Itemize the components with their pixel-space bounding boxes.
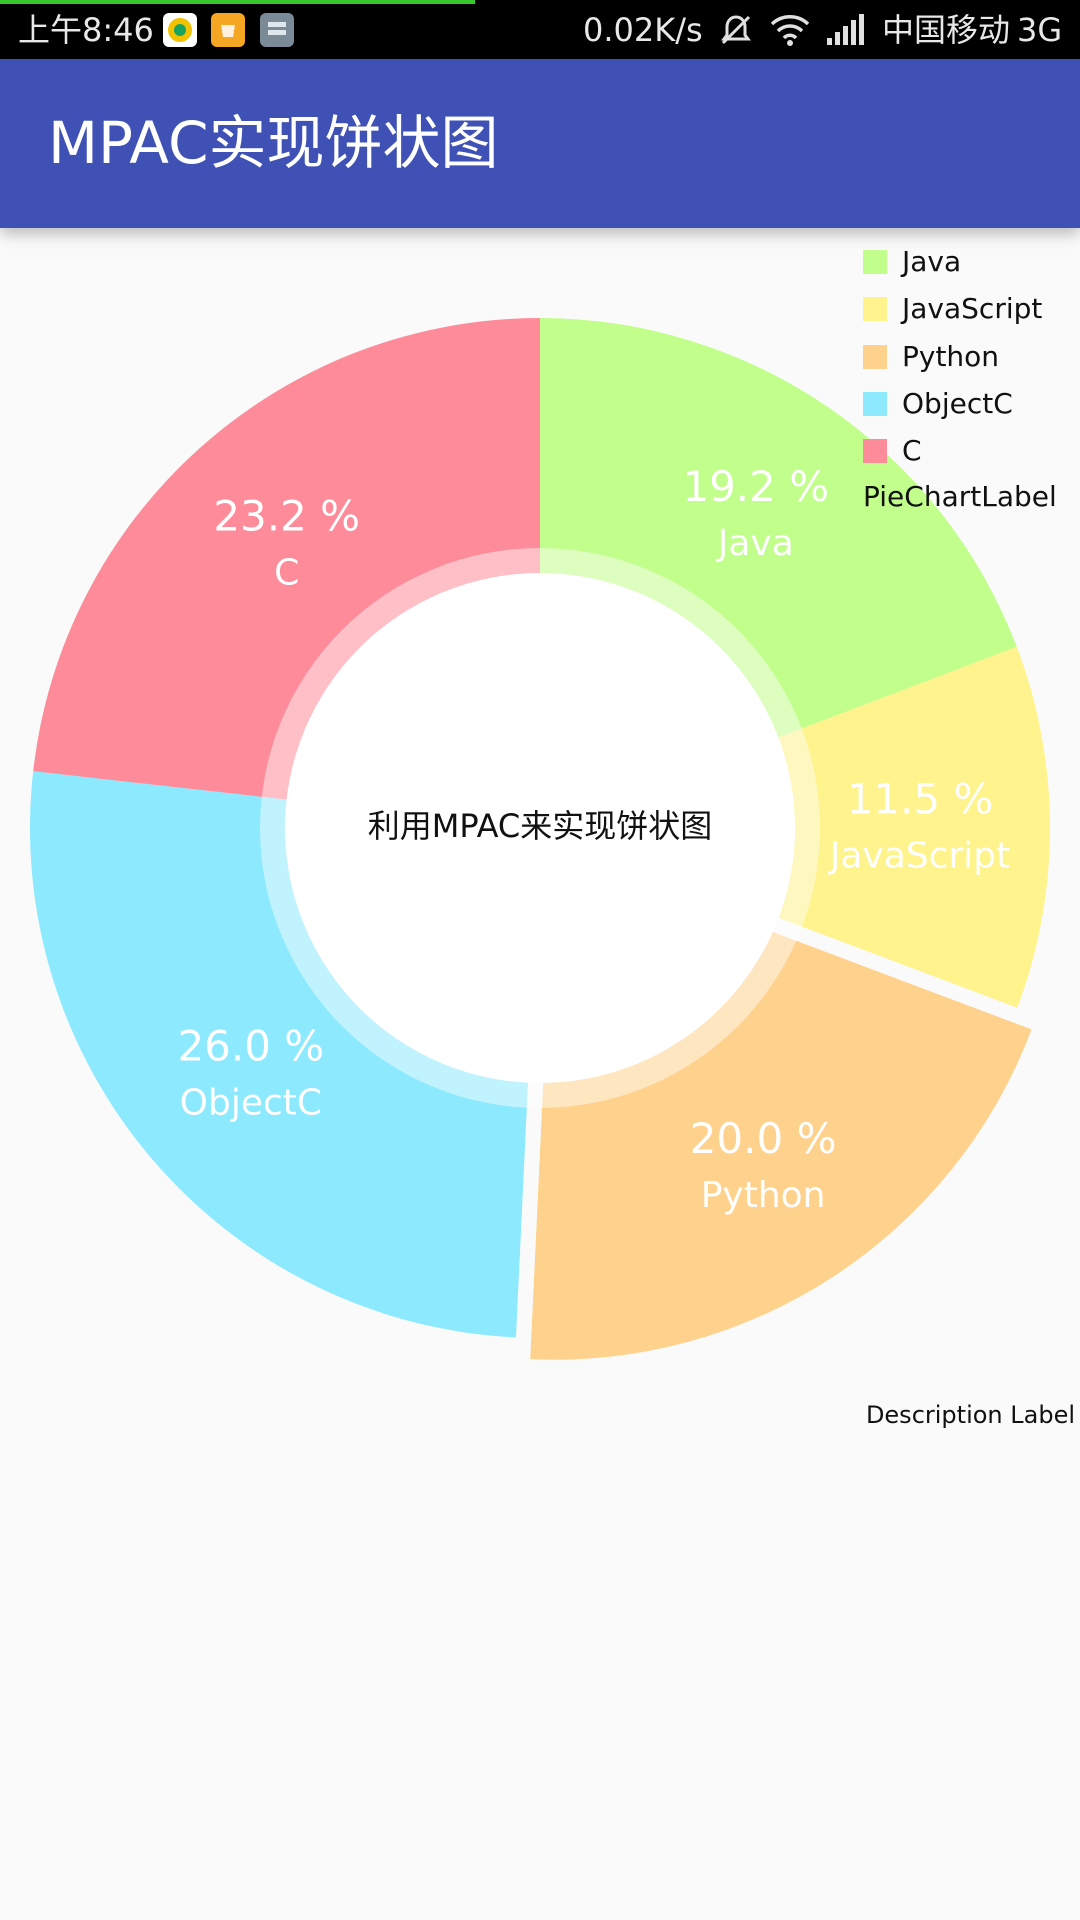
shopping-app-icon xyxy=(211,13,245,47)
slice-category-label-javascript: JavaScript xyxy=(828,835,1010,876)
app-bar: MPAC实现饼状图 xyxy=(0,59,1080,228)
load-progress-bar xyxy=(0,0,475,4)
slice-value-label-c: 23.2 % xyxy=(213,492,360,541)
slice-value-label-java: 19.2 % xyxy=(682,462,829,511)
page-title: MPAC实现饼状图 xyxy=(48,109,499,177)
slice-value-label-javascript: 11.5 % xyxy=(847,774,994,823)
status-time: 上午8:46 xyxy=(18,11,154,49)
center-hole xyxy=(285,573,795,1083)
slice-category-label-java: Java xyxy=(716,523,794,564)
legend-label-python: Python xyxy=(902,339,1000,373)
legend-label-objectc: ObjectC xyxy=(902,386,1013,420)
center-text: 利用MPAC来实现饼状图 xyxy=(368,807,713,845)
slice-javascript[interactable] xyxy=(540,646,1051,1008)
legend-title: PieChartLabel xyxy=(863,480,1057,513)
network-speed: 0.02K/s xyxy=(583,11,703,49)
legend-swatch-java xyxy=(863,250,887,274)
status-bar: 上午8:46 0.02K/s 中国移动 3G xyxy=(0,0,1080,59)
slice-value-label-python: 20.0 % xyxy=(690,1114,837,1163)
legend-swatch-c xyxy=(863,439,887,464)
legend-swatch-javascript xyxy=(863,297,887,322)
pie-chart[interactable]: 19.2 % Java 11.5 % JavaScript 20.0 % Python 26… xyxy=(0,228,1080,1388)
slice-category-label-python: Python xyxy=(701,1175,826,1216)
storage-app-icon xyxy=(260,13,294,47)
network-type: 3G xyxy=(1017,11,1063,49)
legend-swatch-objectc xyxy=(863,391,887,416)
slice-category-label-c: C xyxy=(274,553,299,594)
wifi-icon xyxy=(770,12,810,52)
signal-icon xyxy=(825,12,865,52)
carrier-name: 中国移动 xyxy=(882,11,1011,49)
chart-description: Description Label xyxy=(865,1401,1075,1429)
legend-label-c: C xyxy=(902,434,922,468)
legend-label-java: Java xyxy=(902,245,962,278)
legend-label-javascript: JavaScript xyxy=(902,292,1043,326)
slice-category-label-objectc: ObjectC xyxy=(180,1083,322,1124)
slice-value-label-objectc: 26.0 % xyxy=(177,1022,324,1071)
legend-swatch-python xyxy=(863,344,887,369)
mute-icon xyxy=(718,12,754,52)
music-app-icon xyxy=(163,13,197,47)
